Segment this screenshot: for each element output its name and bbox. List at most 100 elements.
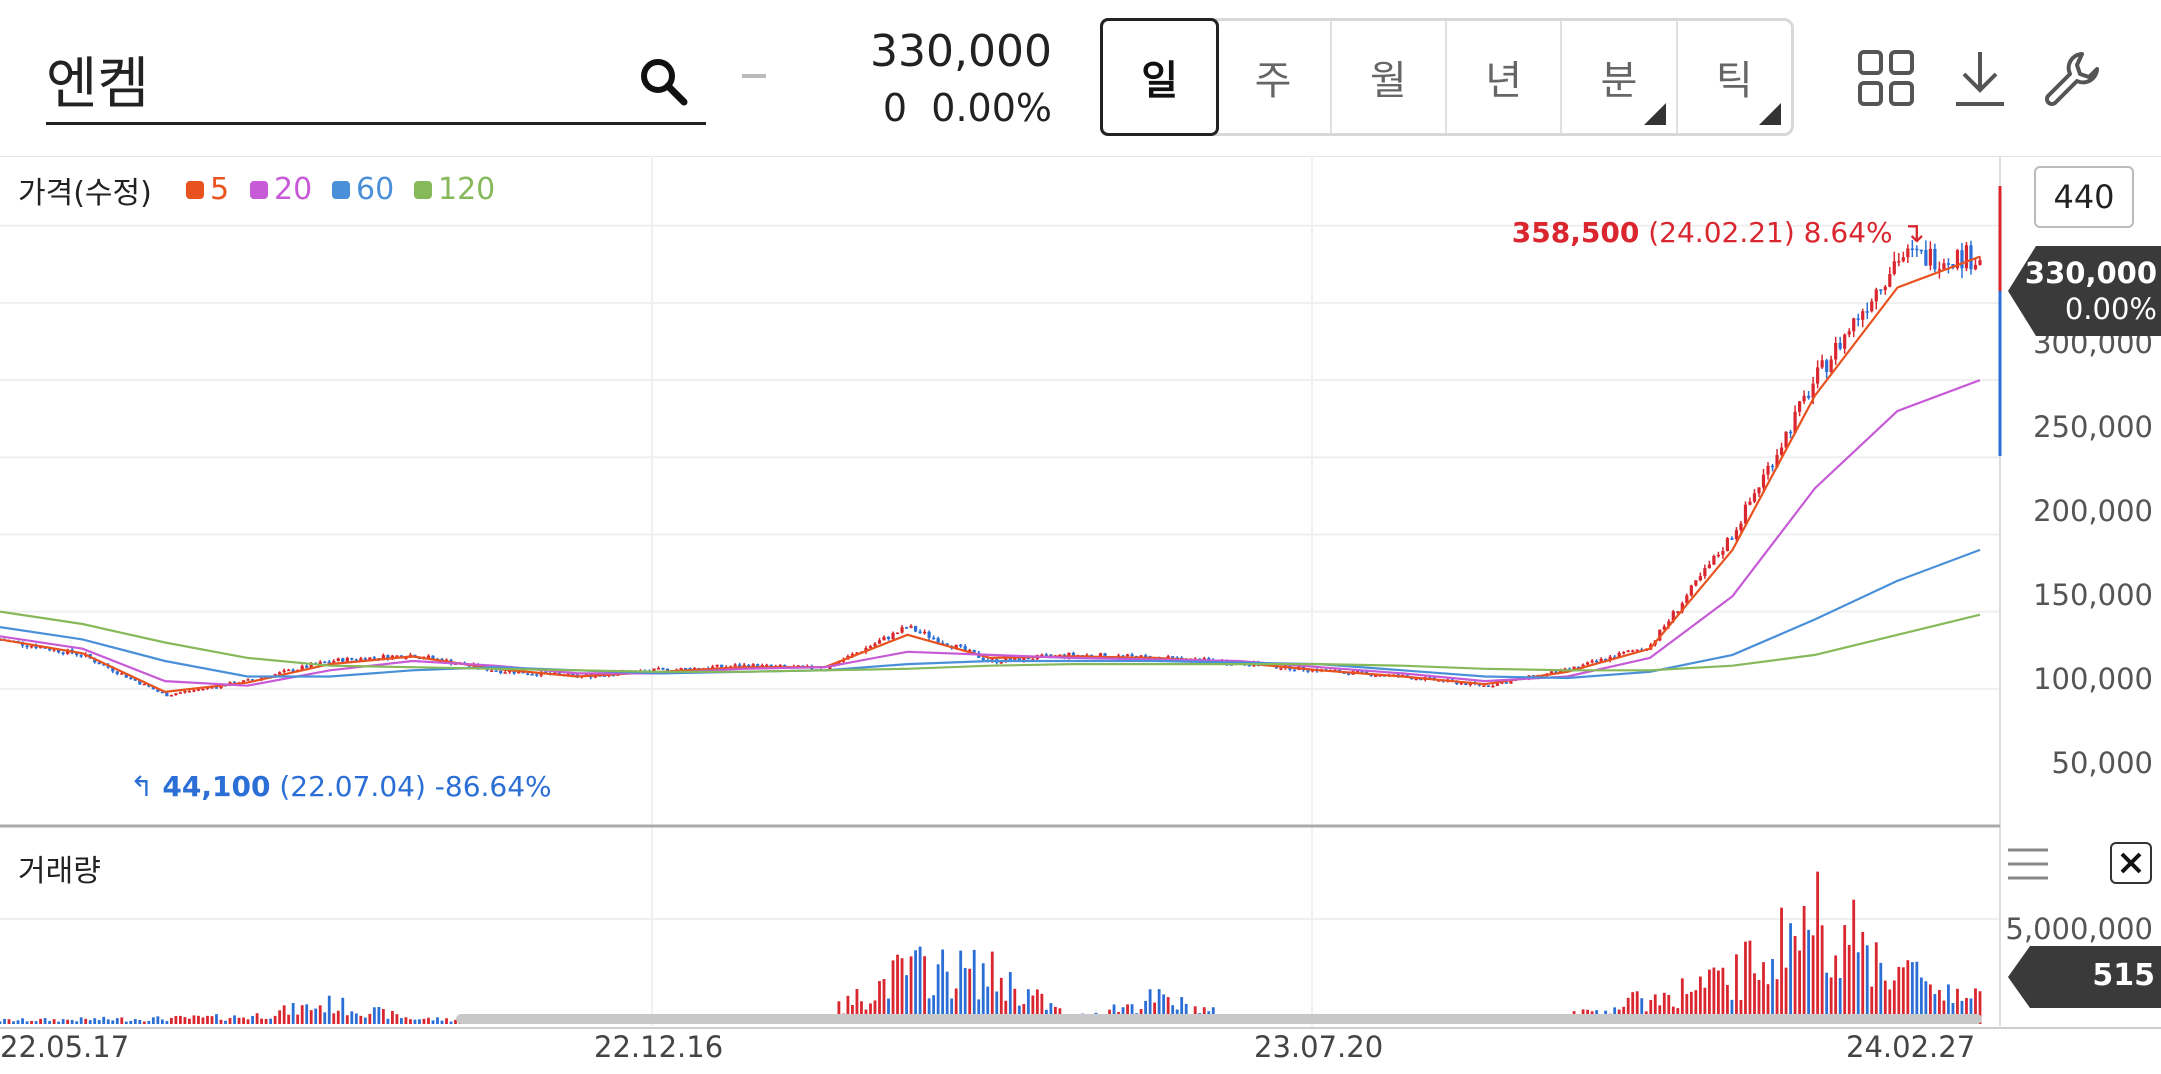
period-tick-button[interactable]: 틱: [1678, 21, 1791, 133]
candle-body: [738, 664, 742, 667]
candle-body: [711, 666, 715, 669]
volume-bar: [454, 1019, 457, 1024]
volume-bar: [1649, 1000, 1653, 1024]
grid-icon[interactable]: [1856, 48, 1916, 108]
chart-canvas[interactable]: [0, 156, 2161, 1074]
period-day-button[interactable]: 일: [1100, 18, 1220, 136]
volume-bar: [48, 1021, 52, 1024]
candle-body: [350, 658, 354, 660]
candle-body: [490, 670, 494, 672]
volume-bar: [133, 1019, 137, 1024]
volume-bar: [188, 1018, 191, 1024]
search-input[interactable]: [46, 44, 606, 114]
xtick-label: 23.07.20: [1254, 1030, 1384, 1064]
candle-body: [1166, 656, 1170, 659]
candle-body: [1919, 249, 1923, 252]
candle-body: [1739, 523, 1743, 531]
candle-body: [1779, 447, 1784, 455]
volume-bar: [390, 1010, 394, 1024]
volume-ytick-label: 5,000,000: [2005, 912, 2153, 946]
volume-bar: [1789, 923, 1792, 1024]
legend-item-ma60[interactable]: 60: [332, 172, 394, 207]
candle-body: [571, 673, 575, 676]
candle-count-box[interactable]: 440: [2034, 166, 2134, 228]
candle-body: [945, 643, 949, 647]
candle-body: [1144, 655, 1148, 657]
candle-body: [1825, 360, 1829, 372]
volume-bar: [932, 995, 936, 1024]
volume-bar: [25, 1021, 29, 1024]
candle-body: [850, 653, 855, 657]
candle-body: [1355, 670, 1360, 673]
volume-bar: [981, 963, 985, 1024]
candle-body: [97, 662, 101, 665]
candle-body: [323, 661, 327, 664]
period-week-button[interactable]: 주: [1216, 21, 1332, 133]
period-label: 틱: [1715, 58, 1753, 104]
volume-bar: [1735, 954, 1738, 1024]
candle-body: [1608, 656, 1612, 661]
volume-bar: [219, 1019, 223, 1024]
period-year-button[interactable]: 년: [1447, 21, 1563, 133]
candle-body: [1365, 671, 1369, 674]
volume-bar: [440, 1020, 444, 1024]
candle-body: [535, 674, 539, 676]
candle-body: [431, 655, 435, 659]
legend-item-ma5[interactable]: 5: [186, 172, 229, 207]
candle-body: [891, 632, 895, 640]
volume-bar: [1153, 1002, 1157, 1024]
menu-icon[interactable]: [2006, 846, 2050, 882]
volume-bar: [936, 964, 940, 1024]
legend-label: 120: [438, 172, 496, 207]
volume-bar: [210, 1016, 214, 1024]
legend-swatch: [186, 180, 204, 199]
volume-bar: [1762, 962, 1765, 1024]
candle-body: [1716, 554, 1721, 557]
volume-bar: [233, 1015, 236, 1024]
period-minute-button[interactable]: 분: [1562, 21, 1678, 133]
legend-item-ma20[interactable]: 20: [250, 172, 312, 207]
volume-bar: [3, 1018, 6, 1024]
volume-bar: [341, 997, 345, 1024]
candle-body: [1721, 551, 1725, 555]
volume-bar: [1969, 998, 1973, 1024]
volume-bar: [318, 1005, 322, 1024]
horizontal-scrollbar[interactable]: [456, 1014, 1982, 1024]
candle-body: [381, 655, 385, 660]
candle-body: [287, 669, 291, 672]
download-icon[interactable]: [1950, 48, 2010, 108]
period-month-button[interactable]: 월: [1332, 21, 1447, 133]
volume-bar: [251, 1016, 254, 1024]
candle-body: [715, 664, 719, 667]
period-label: 분: [1600, 58, 1638, 104]
candle-body: [508, 670, 512, 673]
candle-body: [1058, 654, 1062, 657]
change-percent: 0.00%: [931, 86, 1052, 130]
candle-body: [1865, 311, 1869, 313]
volume-bar: [260, 1018, 263, 1024]
volume-bar: [1049, 1003, 1053, 1024]
volume-bar: [1951, 1003, 1955, 1024]
volume-bar: [1892, 980, 1896, 1024]
candle-body: [174, 693, 178, 696]
volume-bar: [138, 1020, 142, 1024]
volume-bar: [345, 1015, 349, 1024]
candle-body: [1130, 654, 1134, 657]
close-volume-button[interactable]: [2110, 842, 2152, 884]
candle-body: [1924, 249, 1928, 266]
candle-body: [187, 691, 192, 693]
candle-body: [1017, 657, 1021, 661]
search-icon[interactable]: [636, 54, 690, 108]
volume-bar: [1026, 989, 1030, 1024]
volume-bar: [846, 995, 850, 1024]
candle-body: [404, 657, 408, 660]
volume-bar: [120, 1017, 124, 1024]
search-box[interactable]: [46, 40, 706, 125]
legend-swatch: [250, 180, 268, 199]
volume-bar: [1635, 991, 1639, 1024]
wrench-icon[interactable]: [2042, 48, 2102, 108]
volume-bar: [309, 1010, 313, 1024]
legend-item-ma120[interactable]: 120: [414, 172, 495, 207]
volume-bar: [869, 1003, 872, 1024]
candle-body: [778, 664, 782, 667]
